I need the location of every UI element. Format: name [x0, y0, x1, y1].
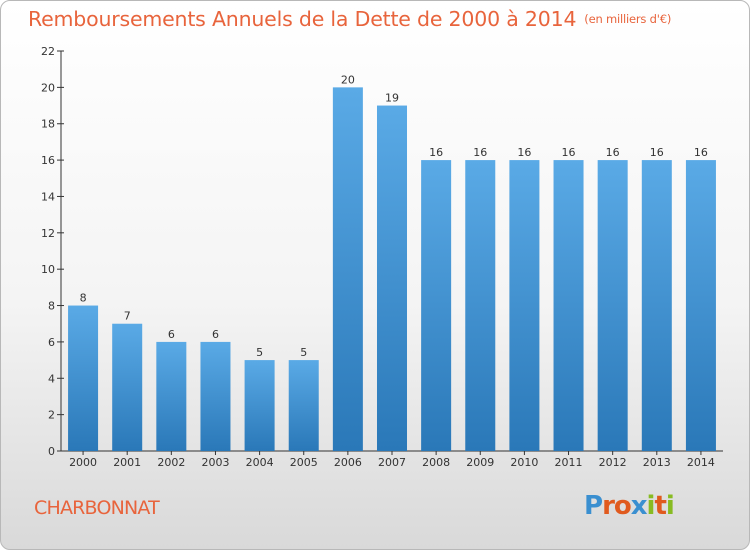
x-tick-label: 2001 — [113, 456, 141, 469]
bar-value-label: 16 — [606, 146, 620, 159]
bar-value-label: 19 — [385, 92, 399, 105]
y-tick-label: 10 — [41, 263, 55, 276]
y-tick-label: 2 — [48, 409, 55, 422]
x-tick-label: 2002 — [157, 456, 185, 469]
commune-name: CHARBONNAT — [34, 497, 160, 519]
x-tick-label: 2004 — [246, 456, 274, 469]
bar — [465, 160, 496, 451]
bar — [68, 305, 99, 451]
bars: 8 7 6 6 5 5 20 19 16 16 16 16 16 16 16 — [68, 73, 716, 451]
y-tick-label: 4 — [48, 372, 55, 385]
bar — [288, 360, 319, 451]
bar — [685, 160, 716, 451]
bar-value-label: 6 — [212, 328, 219, 341]
axes: 0 2 4 6 8 10 12 14 16 18 20 22 2000 2001 2002 2003 2004 2… — [41, 45, 723, 469]
x-tick-label: 2012 — [599, 456, 627, 469]
bar-value-label: 16 — [517, 146, 531, 159]
y-tick-label: 0 — [48, 445, 55, 458]
chart-title-text: Remboursements Annuels de la Dette de 20… — [28, 7, 577, 31]
x-tick-label: 2000 — [69, 456, 97, 469]
bar-value-label: 7 — [124, 310, 131, 323]
bar — [641, 160, 672, 451]
x-tick-label: 2010 — [510, 456, 538, 469]
x-tick-label: 2008 — [422, 456, 450, 469]
bar-value-label: 16 — [694, 146, 708, 159]
logo-letter: P — [584, 491, 603, 521]
bar — [112, 323, 143, 451]
y-tick-label: 20 — [41, 81, 55, 94]
y-tick-label: 6 — [48, 336, 55, 349]
logo-letter: x — [630, 491, 648, 521]
bar-value-label: 8 — [80, 292, 87, 305]
bar-value-label: 16 — [473, 146, 487, 159]
bar-value-label: 6 — [168, 328, 175, 341]
x-tick-label: 2006 — [334, 456, 362, 469]
y-tick-label: 12 — [41, 227, 55, 240]
x-tick-label: 2007 — [378, 456, 406, 469]
bar — [156, 341, 187, 451]
x-tick-label: 2009 — [466, 456, 494, 469]
bar — [376, 105, 408, 451]
x-tick-label: 2003 — [201, 456, 229, 469]
bar — [509, 160, 540, 451]
bar-value-label: 5 — [256, 346, 263, 359]
bar — [332, 87, 363, 451]
bar — [597, 160, 628, 451]
bar — [244, 360, 275, 451]
logo-letter: i — [646, 491, 656, 521]
y-tick-label: 16 — [41, 154, 55, 167]
chart-title: Remboursements Annuels de la Dette de 20… — [28, 7, 671, 31]
logo-letter: i — [665, 491, 675, 521]
x-tick-label: 2014 — [687, 456, 715, 469]
x-tick-label: 2011 — [555, 456, 583, 469]
y-tick-label: 8 — [48, 300, 55, 313]
proxiti-logo: Proxiti — [584, 491, 675, 521]
y-tick-label: 14 — [41, 190, 55, 203]
x-tick-label: 2005 — [290, 456, 318, 469]
bar — [553, 160, 584, 451]
y-tick-label: 18 — [41, 118, 55, 131]
bar-value-label: 16 — [429, 146, 443, 159]
bar — [200, 341, 231, 451]
bar — [421, 160, 452, 451]
logo-letter: o — [613, 491, 632, 521]
bar-value-label: 5 — [300, 346, 307, 359]
logo-letter: r — [602, 491, 615, 521]
logo-letter: t — [654, 491, 666, 521]
bar-value-label: 16 — [650, 146, 664, 159]
bar-value-label: 20 — [341, 73, 355, 86]
x-tick-label: 2013 — [643, 456, 671, 469]
y-tick-label: 22 — [41, 45, 55, 58]
bar-value-label: 16 — [562, 146, 576, 159]
chart-unit-note: (en milliers d'€) — [584, 12, 672, 26]
